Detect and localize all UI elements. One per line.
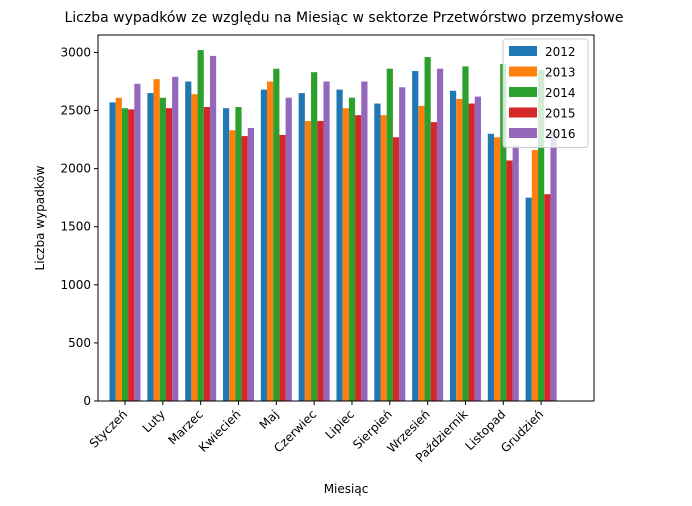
bar-2015-5 <box>317 120 324 401</box>
bar-2013-1 <box>153 79 160 402</box>
legend-label-2014: 2014 <box>545 86 576 100</box>
legend-swatch-2015 <box>509 107 537 118</box>
bar-2012-5 <box>298 93 305 401</box>
bar-2012-9 <box>449 90 457 402</box>
bar-2013-9 <box>456 98 463 402</box>
bar-2016-0 <box>134 83 141 402</box>
y-axis-label: Liczba wypadków <box>33 165 47 270</box>
legend-box <box>502 38 589 148</box>
bar-2012-4 <box>260 89 268 402</box>
bar-2012-2 <box>185 81 192 401</box>
bar-2015-6 <box>355 115 362 402</box>
bar-2016-10 <box>512 145 519 401</box>
bar-2014-7 <box>386 68 393 401</box>
bar-2013-4 <box>267 81 274 401</box>
legend-label-2012: 2012 <box>545 45 576 59</box>
legend-label-2013: 2013 <box>545 66 576 80</box>
bar-2016-6 <box>361 81 368 401</box>
y-tick-label: 2000 <box>60 162 91 176</box>
bar-2016-1 <box>172 76 179 401</box>
x-tick-label: Maj <box>257 407 282 432</box>
bar-2014-6 <box>348 97 356 402</box>
plot-frame <box>97 34 595 402</box>
x-tick-label: Luty <box>140 407 168 435</box>
x-tick-label: Styczeń <box>87 407 130 450</box>
legend-swatch-2012 <box>509 46 537 56</box>
legend-swatch-2013 <box>509 66 537 77</box>
bar-2015-2 <box>203 107 210 401</box>
bar-2016-8 <box>436 68 444 401</box>
bar-2015-11 <box>544 194 551 401</box>
bar-2013-6 <box>342 108 349 401</box>
bar-2014-8 <box>424 57 431 401</box>
legend-swatch-2016 <box>509 128 537 138</box>
bar-2014-3 <box>235 107 242 401</box>
bar-2014-11 <box>538 69 545 402</box>
y-tick-label: 3000 <box>60 45 91 59</box>
y-axis: 0 500 1000 1500 2000 2500 3000 <box>60 45 98 408</box>
bar-2012-11 <box>525 197 532 401</box>
bar-2012-1 <box>147 93 154 401</box>
y-tick-label: 500 <box>68 336 91 350</box>
y-tick-label: 0 <box>83 394 91 408</box>
legend: 2012 2013 2014 2015 2016 <box>502 38 589 148</box>
bar-2016-9 <box>474 96 481 401</box>
bar-2013-0 <box>115 97 122 402</box>
chart-title: Liczba wypadków ze względu na Miesiąc w … <box>64 10 623 26</box>
bars-group <box>109 50 557 402</box>
bar-2016-11 <box>550 132 557 401</box>
bar-2016-7 <box>399 87 406 401</box>
bar-2015-7 <box>392 137 400 401</box>
bar-2015-0 <box>128 109 135 402</box>
bar-2012-10 <box>487 133 494 401</box>
bar-2016-4 <box>285 97 292 402</box>
legend-swatch-2014 <box>509 87 537 97</box>
y-tick-label: 1000 <box>60 278 91 292</box>
bar-2015-3 <box>241 136 248 401</box>
bar-2014-4 <box>273 68 280 401</box>
bar-2012-6 <box>336 89 343 402</box>
bar-2012-8 <box>412 71 419 402</box>
bar-2013-11 <box>531 150 539 401</box>
bar-2013-5 <box>304 120 312 401</box>
legend-label-2016: 2016 <box>545 127 576 141</box>
bar-2013-8 <box>418 105 425 401</box>
bar-2013-10 <box>494 137 501 401</box>
y-tick-label: 1500 <box>60 220 91 234</box>
x-tick-label: Lipiec <box>322 407 357 442</box>
bar-2012-3 <box>222 108 230 401</box>
bar-2014-5 <box>311 72 318 402</box>
legend-label-2015: 2015 <box>545 107 576 121</box>
bar-2013-7 <box>380 115 387 402</box>
bar-2015-10 <box>506 160 513 401</box>
bar-2014-1 <box>159 97 166 402</box>
bar-2016-2 <box>209 55 217 401</box>
bar-2015-8 <box>430 122 437 401</box>
bar-2012-0 <box>109 102 116 401</box>
bar-2015-9 <box>468 103 475 402</box>
bar-2014-0 <box>121 108 129 401</box>
x-tick-label: Kwiecień <box>196 407 244 455</box>
bar-2014-10 <box>500 64 507 402</box>
bar-2016-5 <box>323 81 330 401</box>
bar-2015-1 <box>165 108 173 401</box>
bar-2014-9 <box>462 66 469 402</box>
bar-2014-2 <box>197 50 204 401</box>
y-tick-label: 2500 <box>60 104 91 118</box>
bar-2015-4 <box>279 134 286 402</box>
bar-2013-3 <box>229 130 236 401</box>
bar-2013-2 <box>191 94 198 401</box>
bar-2016-3 <box>247 127 254 401</box>
bar-2012-7 <box>374 103 381 402</box>
x-axis-label: Miesiąc <box>324 482 369 496</box>
